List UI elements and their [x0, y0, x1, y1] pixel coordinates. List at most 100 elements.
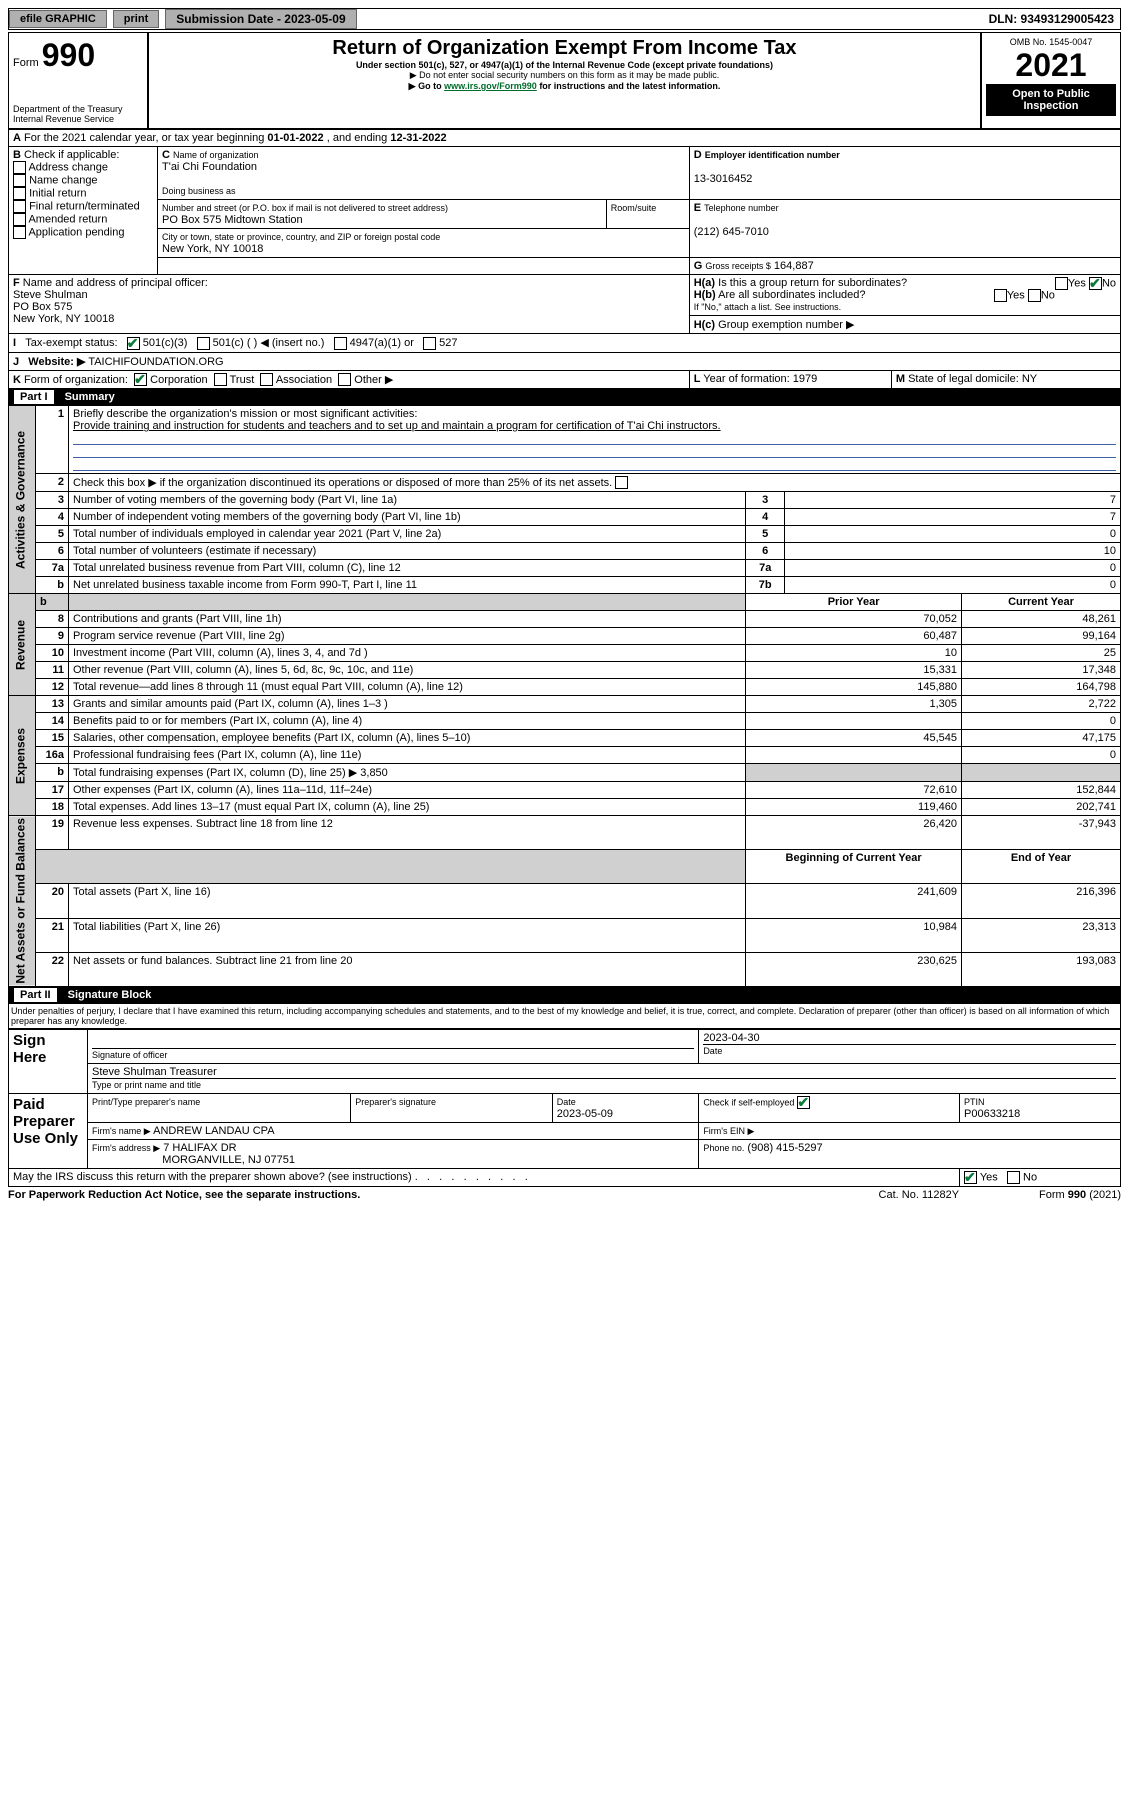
ptin-val: P00633218	[964, 1108, 1020, 1120]
chk-association[interactable]	[260, 373, 273, 386]
chk-501c[interactable]	[197, 337, 210, 350]
vert-balances: Net Assets or Fund Balances	[9, 816, 36, 987]
ln12-num: 12	[36, 679, 69, 696]
ptin-label: PTIN	[964, 1097, 985, 1107]
print-button[interactable]: print	[113, 10, 159, 28]
k-opt0: Corporation	[150, 374, 207, 386]
ln20-begin: 241,609	[746, 884, 962, 918]
open-inspection: Open to Public Inspection	[986, 84, 1116, 116]
ln10-prior: 10	[746, 645, 962, 662]
i-opt3: 4947(a)(1) or	[350, 337, 414, 349]
ln16a-label: Professional fundraising fees (Part IX, …	[69, 747, 746, 764]
prep-self-cell: Check if self-employed	[699, 1093, 960, 1122]
chk-501c3[interactable]	[127, 337, 140, 350]
i-opt2: 501(c) ( ) ◀ (insert no.)	[213, 337, 325, 349]
form-word: Form	[13, 57, 39, 69]
efile-badge: efile GRAPHIC	[9, 10, 107, 28]
vert-revenue: Revenue	[9, 594, 36, 696]
officer-addr2: New York, NY 10018	[13, 313, 114, 325]
header-right: OMB No. 1545-0047 2021 Open to Public In…	[981, 32, 1121, 129]
b-opt-3: Final return/terminated	[29, 200, 140, 212]
ln9-label: Program service revenue (Part VIII, line…	[69, 628, 746, 645]
form-header: Form 990 Department of the Treasury Inte…	[8, 32, 1121, 129]
ln4-val: 7	[785, 509, 1121, 526]
chk-initial-return[interactable]	[13, 187, 26, 200]
prep-sig-cell: Preparer's signature	[351, 1093, 553, 1122]
ln16b-curr-shade	[962, 764, 1121, 782]
prep-date-cell: Date 2023-05-09	[552, 1093, 699, 1122]
org-name: T'ai Chi Foundation	[162, 161, 257, 173]
irs-link[interactable]: www.irs.gov/Form990	[444, 81, 537, 91]
gross-receipts: 164,887	[774, 260, 814, 272]
k-opt1: Trust	[230, 374, 255, 386]
footer-left: For Paperwork Reduction Act Notice, see …	[8, 1189, 360, 1201]
ha-yes[interactable]	[1055, 277, 1068, 290]
c-city-label: City or town, state or province, country…	[162, 232, 440, 242]
i-opt1: 501(c)(3)	[143, 337, 188, 349]
part-i-table: Activities & Governance 1 Briefly descri…	[8, 405, 1121, 987]
hb-no[interactable]	[1028, 289, 1041, 302]
hb-yes[interactable]	[994, 289, 1007, 302]
ln18-label: Total expenses. Add lines 13–17 (must eq…	[69, 799, 746, 816]
chk-self-employed[interactable]	[797, 1096, 810, 1109]
chk-application-pending[interactable]	[13, 226, 26, 239]
b-label: Check if applicable:	[24, 149, 119, 161]
section-hc: H(c) Group exemption number ▶	[689, 316, 1120, 334]
chk-final-return[interactable]	[13, 200, 26, 213]
hc-label: Group exemption number ▶	[718, 319, 854, 331]
discuss-no[interactable]	[1007, 1171, 1020, 1184]
ln8-label: Contributions and grants (Part VIII, lin…	[69, 611, 746, 628]
ln19-curr: -37,943	[962, 816, 1121, 850]
ln17-curr: 152,844	[962, 782, 1121, 799]
ln12-label: Total revenue—add lines 8 through 11 (mu…	[69, 679, 746, 696]
discuss-yes[interactable]	[964, 1171, 977, 1184]
ln5-val: 0	[785, 526, 1121, 543]
chk-address-change[interactable]	[13, 161, 26, 174]
chk-amended-return[interactable]	[13, 213, 26, 226]
ha-no[interactable]	[1089, 277, 1102, 290]
ln12-curr: 164,798	[962, 679, 1121, 696]
section-i: I Tax-exempt status: 501(c)(3) 501(c) ( …	[9, 334, 1121, 353]
footer-right: Form 990 (2021)	[1039, 1189, 1121, 1201]
omb-number: OMB No. 1545-0047	[986, 37, 1116, 47]
telephone: (212) 645-7010	[694, 226, 769, 238]
ln6-val: 10	[785, 543, 1121, 560]
ln10-curr: 25	[962, 645, 1121, 662]
ln15-curr: 47,175	[962, 730, 1121, 747]
sig-date-label: Date	[703, 1046, 722, 1056]
section-e: E Telephone number (212) 645-7010	[689, 200, 1120, 258]
part-i-header: Part I Summary	[8, 389, 1121, 405]
ln4-label: Number of independent voting members of …	[69, 509, 746, 526]
topbar: efile GRAPHIC print Submission Date - 20…	[8, 8, 1121, 30]
ln10-num: 10	[36, 645, 69, 662]
chk-trust[interactable]	[214, 373, 227, 386]
sig-officer-line[interactable]	[92, 1032, 694, 1049]
ln11-curr: 17,348	[962, 662, 1121, 679]
ln15-label: Salaries, other compensation, employee b…	[69, 730, 746, 747]
ln22-num: 22	[36, 952, 69, 986]
ln16b-label: Total fundraising expenses (Part IX, col…	[73, 767, 357, 779]
chk-4947[interactable]	[334, 337, 347, 350]
firm-name-label: Firm's name ▶	[92, 1126, 151, 1136]
ln19-label: Revenue less expenses. Subtract line 18 …	[69, 816, 746, 850]
ln19-num: 19	[36, 816, 69, 850]
header-left: Form 990 Department of the Treasury Inte…	[8, 32, 148, 129]
chk-line2[interactable]	[615, 476, 628, 489]
footer-mid: Cat. No. 11282Y	[879, 1189, 960, 1201]
period-line: A For the 2021 calendar year, or tax yea…	[9, 130, 1121, 147]
discuss-label: May the IRS discuss this return with the…	[13, 1171, 412, 1183]
section-j: J Website: ▶ TAICHIFOUNDATION.ORG	[9, 352, 1121, 370]
dept-treasury: Department of the Treasury Internal Reve…	[13, 104, 143, 124]
k-label: Form of organization:	[24, 374, 128, 386]
discuss-yes-lbl: Yes	[980, 1171, 998, 1183]
k-opt2: Association	[276, 374, 332, 386]
ln2-label: Check this box ▶ if the organization dis…	[73, 477, 612, 489]
ln15-num: 15	[36, 730, 69, 747]
chk-corporation[interactable]	[134, 373, 147, 386]
firm-ein-cell: Firm's EIN ▶	[699, 1122, 1121, 1139]
chk-name-change[interactable]	[13, 174, 26, 187]
g-label: Gross receipts $	[705, 261, 771, 271]
part-i-badge: Part I	[14, 390, 54, 404]
chk-527[interactable]	[423, 337, 436, 350]
chk-other[interactable]	[338, 373, 351, 386]
